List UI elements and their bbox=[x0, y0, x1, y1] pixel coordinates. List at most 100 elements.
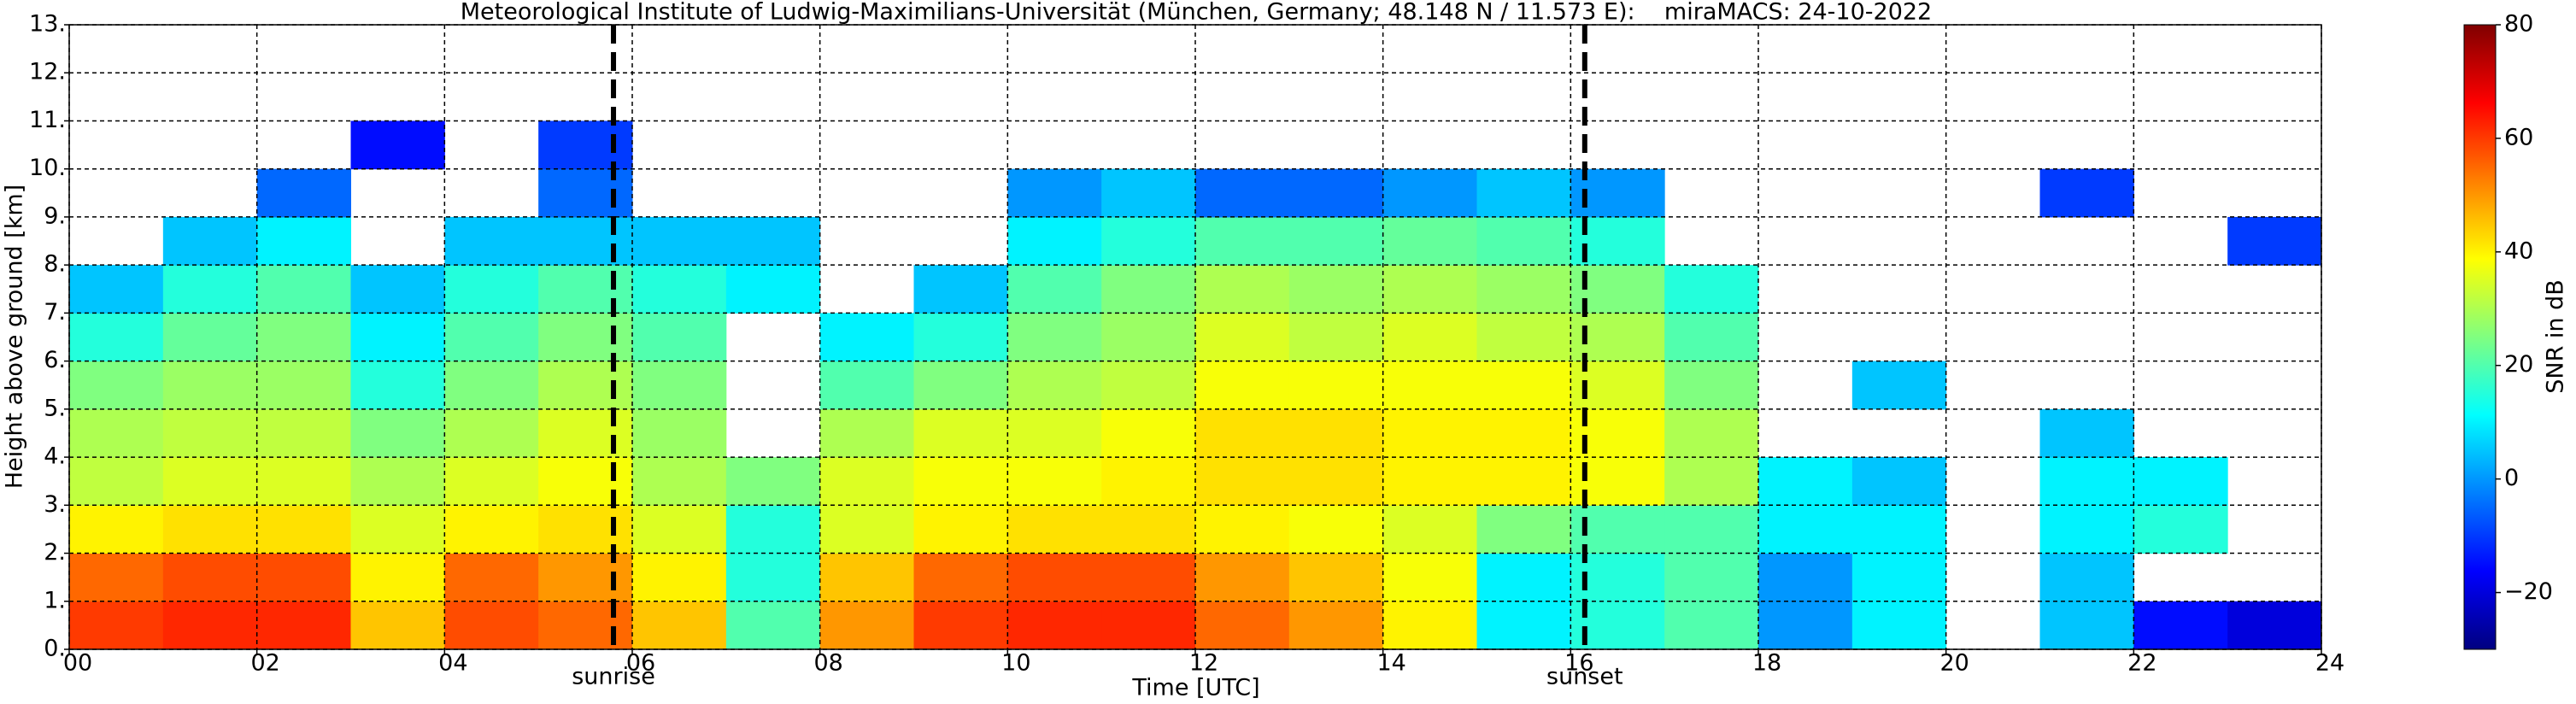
heatmap-cell bbox=[1476, 313, 1571, 362]
heatmap-cell bbox=[444, 601, 539, 650]
heatmap-cell bbox=[1382, 553, 1477, 602]
heatmap-cell bbox=[1851, 505, 1947, 554]
heatmap-cell bbox=[632, 216, 727, 266]
heatmap-cell bbox=[444, 216, 539, 266]
heatmap-cell bbox=[1195, 505, 1290, 554]
heatmap-cell bbox=[1101, 408, 1196, 458]
heatmap-cell bbox=[1664, 457, 1759, 506]
heatmap-cell bbox=[538, 216, 633, 266]
heatmap-cell bbox=[1288, 361, 1384, 410]
colorbar-tick-label: −20 bbox=[2504, 578, 2553, 605]
x-tick-label: 16 bbox=[1564, 650, 1593, 677]
y-tick-label: 8. bbox=[44, 251, 66, 278]
heatmap-cell bbox=[725, 601, 821, 650]
heatmap-cell bbox=[2039, 408, 2134, 458]
heatmap-cell bbox=[1288, 457, 1384, 506]
heatmap-cell bbox=[538, 168, 633, 218]
heatmap-cell bbox=[1851, 553, 1947, 602]
x-axis-label: Time [UTC] bbox=[1131, 675, 1259, 701]
heatmap-cell bbox=[632, 313, 727, 362]
heatmap-cell bbox=[1476, 553, 1571, 602]
heatmap-cell bbox=[1007, 601, 1102, 650]
heatmap-cell bbox=[256, 313, 351, 362]
heatmap-cell bbox=[2039, 553, 2134, 602]
heatmap-cell bbox=[538, 505, 633, 554]
heatmap-cell bbox=[1007, 265, 1102, 314]
heatmap-cell bbox=[819, 553, 914, 602]
heatmap-cell bbox=[1382, 168, 1477, 218]
heatmap-cell bbox=[1664, 361, 1759, 410]
heatmap-cell bbox=[913, 313, 1008, 362]
heatmap-cell bbox=[1664, 553, 1759, 602]
heatmap-cell bbox=[1851, 601, 1947, 650]
heatmap-cell bbox=[350, 553, 445, 602]
heatmap-cell bbox=[1007, 457, 1102, 506]
heatmap-cell bbox=[725, 265, 821, 314]
heatmap-cell bbox=[69, 457, 164, 506]
heatmap-cell bbox=[69, 553, 164, 602]
x-tick-label: 08 bbox=[813, 650, 842, 677]
colorbar-tick-label: 80 bbox=[2504, 11, 2533, 38]
heatmap-cell bbox=[1476, 216, 1571, 266]
colorbar-tick-label: 0 bbox=[2504, 465, 2519, 491]
heatmap-cell bbox=[538, 457, 633, 506]
heatmap-cell bbox=[2133, 457, 2228, 506]
x-tick-label: 20 bbox=[1939, 650, 1969, 677]
heatmap-cell bbox=[2039, 168, 2134, 218]
heatmap-cell bbox=[632, 265, 727, 314]
heatmap-cell bbox=[1288, 216, 1384, 266]
heatmap-cell bbox=[69, 601, 164, 650]
heatmap-cell bbox=[444, 457, 539, 506]
heatmap-cell bbox=[350, 361, 445, 410]
heatmap-cell bbox=[1664, 505, 1759, 554]
heatmap-cell bbox=[1195, 216, 1290, 266]
heatmap-cell bbox=[350, 313, 445, 362]
heatmap-cell bbox=[1382, 361, 1477, 410]
heatmap-cell bbox=[1101, 457, 1196, 506]
heatmap-cell bbox=[1664, 313, 1759, 362]
heatmap-cell bbox=[1382, 505, 1477, 554]
colorbar-tick-label: 40 bbox=[2504, 238, 2533, 264]
heatmap-cell bbox=[69, 408, 164, 458]
heatmap-cell bbox=[444, 361, 539, 410]
heatmap-cell bbox=[819, 457, 914, 506]
x-tick-label: 06 bbox=[626, 650, 655, 677]
heatmap-cell bbox=[913, 265, 1008, 314]
heatmap-cell bbox=[69, 313, 164, 362]
heatmap-cell bbox=[1758, 505, 1853, 554]
heatmap-cell bbox=[444, 313, 539, 362]
heatmap-cell bbox=[162, 457, 258, 506]
heatmap-cell bbox=[1476, 265, 1571, 314]
heatmap-cell bbox=[1101, 361, 1196, 410]
heatmap-cell bbox=[2039, 601, 2134, 650]
heatmap-cell bbox=[632, 553, 727, 602]
y-tick-label: 12. bbox=[29, 59, 66, 85]
heatmap-cell bbox=[256, 505, 351, 554]
heatmap-cell bbox=[1101, 505, 1196, 554]
heatmap-cell bbox=[256, 553, 351, 602]
heatmap-cell bbox=[1664, 601, 1759, 650]
heatmap-cell bbox=[1476, 601, 1571, 650]
x-tick-label: 02 bbox=[250, 650, 279, 677]
heatmap-cell bbox=[632, 505, 727, 554]
heatmap-cell bbox=[913, 553, 1008, 602]
x-tick-label: 10 bbox=[1001, 650, 1030, 677]
heatmap-cell bbox=[162, 361, 258, 410]
heatmap-cell bbox=[1195, 553, 1290, 602]
heatmap-cell bbox=[1101, 265, 1196, 314]
heatmap-cell bbox=[256, 168, 351, 218]
heatmap-cell bbox=[819, 505, 914, 554]
heatmap-cell bbox=[1288, 601, 1384, 650]
heatmap-cell bbox=[913, 361, 1008, 410]
heatmap-cell bbox=[1101, 313, 1196, 362]
heatmap-cell bbox=[1288, 553, 1384, 602]
y-tick-label: 0. bbox=[44, 636, 66, 662]
heatmap-cell bbox=[1195, 168, 1290, 218]
colorbar bbox=[2463, 24, 2497, 650]
heatmap-cell bbox=[1288, 505, 1384, 554]
heatmap-cell bbox=[1007, 216, 1102, 266]
heatmap-cell bbox=[1851, 361, 1947, 410]
x-tick-label: 24 bbox=[2315, 650, 2344, 677]
x-tick-label: 00 bbox=[63, 650, 92, 677]
heatmap-cell bbox=[1758, 457, 1853, 506]
